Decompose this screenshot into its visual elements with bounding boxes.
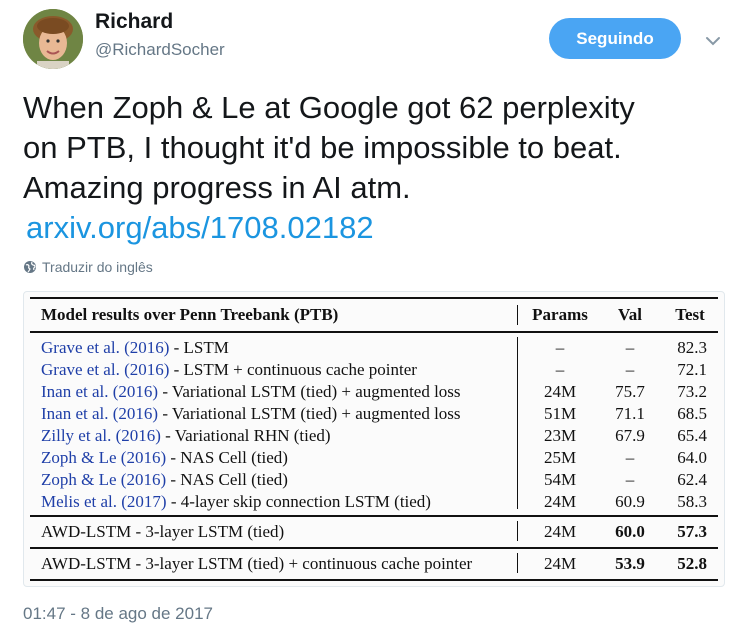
row-model: - 4-layer skip connection LSTM (tied) [166,492,431,511]
tweet-text: When Zoph & Le at Google got 62 perplexi… [23,88,723,248]
table-row: Grave et al. (2016) - LSTM + continuous … [41,360,417,380]
table-row: Inan et al. (2016) - Variational LSTM (t… [41,382,461,402]
results-table: Model results over Penn Treebank (PTB) P… [30,297,718,581]
following-button[interactable]: Seguindo [549,18,681,59]
row-test: 58.3 [677,492,707,511]
table-row: Zoph & Le (2016) - NAS Cell (tied) [41,448,288,468]
row-params: 24M [543,492,577,511]
row-val: 71.1 [615,404,645,423]
col-header-params: Params [532,305,588,324]
table-top-rule [30,297,718,299]
row-citation: Zoph & Le (2016) [41,470,167,489]
row-val: – [625,448,635,467]
table-row: Zoph & Le (2016) - NAS Cell (tied) [41,470,288,490]
row-model: - NAS Cell (tied) [166,448,288,467]
row-val: – [625,470,635,489]
row-test: 82.3 [677,338,707,357]
row-model: - Variational LSTM (tied) + augmented lo… [158,382,461,401]
row-model: - Variational LSTM (tied) + augmented lo… [158,404,461,423]
table-rule [30,547,718,549]
row-params: 54M [543,470,577,489]
table-row: Melis et al. (2017) - 4-layer skip conne… [41,492,431,512]
row-params: 23M [543,426,577,445]
row-test: 65.4 [677,426,707,445]
row-val: 75.7 [615,382,645,401]
row-citation: Inan et al. (2016) [41,404,159,423]
row-citation: Zoph & Le (2016) [41,448,167,467]
avatar[interactable] [23,9,83,69]
tweet-link[interactable]: arxiv.org/abs/1708.02182 [26,210,374,245]
table-header-rule [30,331,718,333]
table-title: Model results over Penn Treebank (PTB) [41,305,339,324]
row-citation: Zilly et al. (2016) [41,426,161,445]
tweet-image-card[interactable]: Model results over Penn Treebank (PTB) P… [23,291,725,587]
row-test: 64.0 [677,448,707,467]
row-test: 62.4 [677,470,707,489]
table-bottom-rule [30,579,718,581]
row-val: 60.9 [615,492,645,511]
row-model: - Variational RHN (tied) [160,426,331,445]
row-model: - LSTM [169,338,229,357]
tweet-text-line: When Zoph & Le at Google got 62 perplexi… [23,90,635,125]
row-params: 25M [543,448,577,467]
table-row: Grave et al. (2016) - LSTM [41,338,229,358]
translate-label: Traduzir do inglês [42,259,153,275]
user-handle[interactable]: @RichardSocher [95,40,225,59]
row-model: - NAS Cell (tied) [166,470,288,489]
tweet-text-line: on PTB, I thought it'd be impossible to … [23,130,622,165]
globe-icon [24,261,36,273]
row-params: 24M [543,382,577,401]
col-header-test: Test [675,305,705,324]
table-col-sep [517,553,518,573]
tweet-text-line: Amazing progress in AI atm. [23,170,411,205]
awd-row-val: 60.0 [615,522,645,541]
awd-row-model: AWD-LSTM - 3-layer LSTM (tied) [41,522,285,541]
row-params: 51M [543,404,577,423]
row-citation: Grave et al. (2016) [41,338,170,357]
awd-row-params: 24M [543,554,577,573]
row-model: - LSTM + continuous cache pointer [169,360,417,379]
user-name[interactable]: Richard [95,10,174,33]
row-citation: Melis et al. (2017) [41,492,167,511]
row-params: – [555,360,565,379]
awd-row-model: AWD-LSTM - 3-layer LSTM (tied) + continu… [41,554,473,573]
row-val: 67.9 [615,426,645,445]
row-params: – [555,338,565,357]
row-val: – [625,360,635,379]
awd-row-test: 57.3 [677,522,707,541]
tweet-timestamp[interactable]: 01:47 - 8 de ago de 2017 [23,604,213,623]
table-rule [30,515,718,517]
awd-row-params: 24M [543,522,577,541]
awd-row-test: 52.8 [677,554,707,573]
table-row: Inan et al. (2016) - Variational LSTM (t… [41,404,461,424]
row-citation: Inan et al. (2016) [41,382,159,401]
row-test: 73.2 [677,382,707,401]
awd-row-val: 53.9 [615,554,645,573]
translate-link[interactable]: Traduzir do inglês [23,259,153,275]
row-citation: Grave et al. (2016) [41,360,170,379]
row-val: – [625,338,635,357]
row-test: 68.5 [677,404,707,423]
table-col-sep [517,337,518,509]
table-row: Zilly et al. (2016) - Variational RHN (t… [41,426,331,446]
col-header-val: Val [618,305,642,324]
row-test: 72.1 [677,360,707,379]
table-col-sep [517,305,518,325]
chevron-down-icon[interactable] [702,30,724,52]
table-col-sep [517,521,518,541]
